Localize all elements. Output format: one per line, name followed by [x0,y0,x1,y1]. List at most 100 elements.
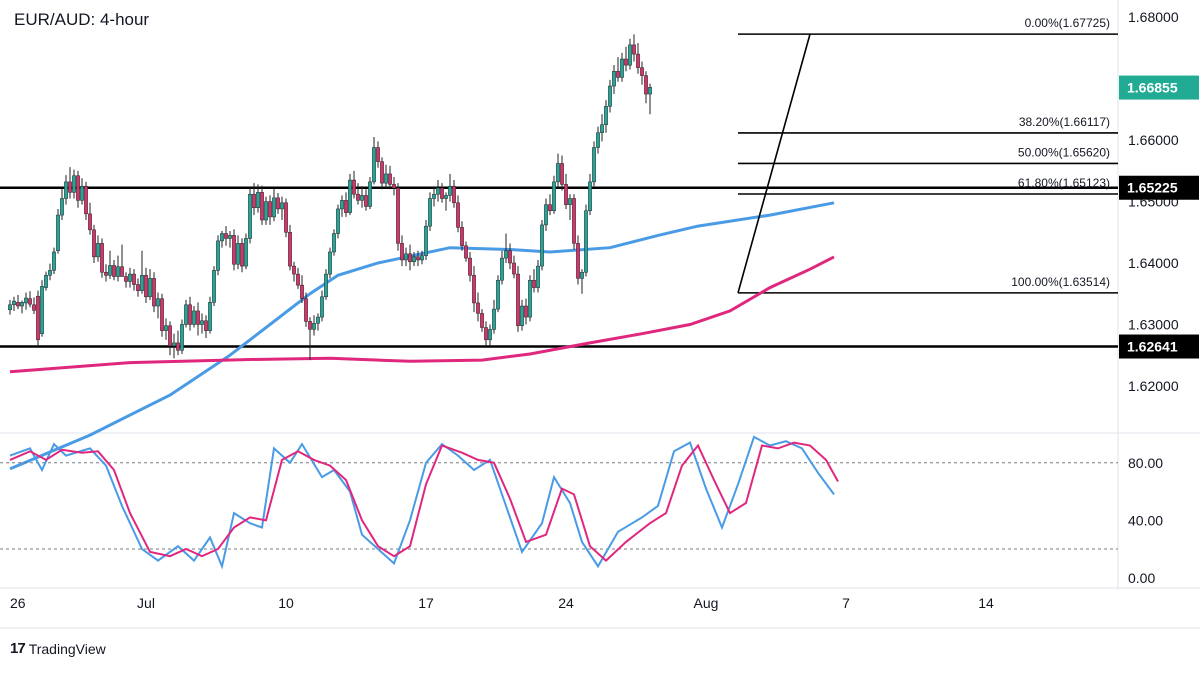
oscillator-line [9,441,839,562]
candle-body [204,320,208,331]
candle-body [232,235,236,265]
candle-body [112,265,116,277]
candle-body [316,316,320,324]
candle-body [24,297,28,304]
candle-body [296,273,300,286]
candle-body [624,58,628,66]
candle-body [208,302,212,331]
candle-body [156,298,160,307]
candle-body [200,320,204,325]
candle-body [216,240,220,271]
candle-body [448,185,452,196]
oscillator-tick-label: 0.00 [1128,570,1155,586]
candle-body [552,181,556,212]
candle-body [368,181,372,207]
time-tick-label: 24 [558,595,574,611]
candle-body [188,304,192,325]
candle-body [236,243,240,265]
candle-body [336,208,340,234]
candle-body [140,275,144,291]
candle-body [528,279,532,318]
candle-body [304,298,308,322]
candle-body [360,195,364,201]
oscillator-tick-label: 80.00 [1128,455,1163,471]
candle-body [328,251,332,275]
candle-body [596,132,600,148]
candle-body [68,181,72,193]
candle-body [436,187,440,195]
candle-body [588,181,592,212]
candle-body [56,214,60,251]
candle-body [444,195,448,199]
price-chart[interactable]: EUR/AUD: 4-hour 1.680001.660001.650001.64… [0,0,1200,635]
candle-body [240,243,244,267]
candle-body [400,243,404,261]
candle-body [224,233,228,239]
candle-body [96,243,100,258]
tradingview-logo-icon: 17 [10,640,26,657]
candle-body [332,233,336,253]
candle-body [52,251,56,271]
candle-body [452,185,456,204]
candle-body [288,232,292,267]
candle-body [276,197,280,210]
tradingview-label: TradingView [28,640,106,657]
moving-average-line [9,255,835,374]
candle-body [620,58,624,78]
candle-body [644,75,648,95]
candle-body [312,322,316,330]
candle-body [520,305,524,326]
fib-level-label: 38.20%(1.66117) [1019,115,1110,129]
candle-body [20,302,24,307]
candle-body [72,175,76,193]
time-tick-label: 10 [278,595,294,611]
candle-body [428,198,432,227]
fib-level-label: 100.00%(1.63514) [1011,275,1110,289]
candle-body [196,310,200,325]
time-tick-label: 7 [842,595,850,611]
price-tick-label: 1.63000 [1128,316,1179,332]
candle-body [64,181,68,199]
candle-body [560,163,564,185]
candle-body [536,265,540,288]
candle-body [176,342,180,351]
current-price-label: 1.66855 [1127,80,1178,96]
candle-body [264,201,268,221]
candle-body [608,85,612,107]
candle-body [492,308,496,330]
candle-body [356,193,360,201]
candle-body [472,275,476,304]
candle-body [80,185,84,201]
candle-body [396,187,400,244]
candle-body [576,243,580,279]
candle-body [220,233,224,242]
level-price-label: 1.65225 [1127,180,1178,196]
candle-body [480,313,484,328]
candle-body [616,71,620,78]
candle-body [184,304,188,325]
candle-body [180,324,184,351]
current-price-badge [1119,75,1199,100]
candle-body [496,279,500,310]
candle-body [604,106,608,126]
candle-body [352,179,356,195]
candle-body [584,210,588,273]
price-tick-label: 1.66000 [1128,132,1179,148]
candle-body [440,187,444,199]
candle-body [532,279,536,288]
candle-body [280,202,284,210]
candle-body [144,275,148,298]
candle-body [148,278,152,298]
candle-body [120,266,124,277]
candle-body [432,193,436,199]
candle-body [260,192,264,221]
candle-body [572,198,576,244]
candle-body [76,175,80,201]
candle-body [32,304,36,311]
candle-body [164,325,168,331]
candle-body [636,53,640,68]
trend-line [737,33,811,294]
candle-body [40,286,44,334]
candle-body [104,271,108,276]
oscillator-tick-label: 40.00 [1128,512,1163,528]
